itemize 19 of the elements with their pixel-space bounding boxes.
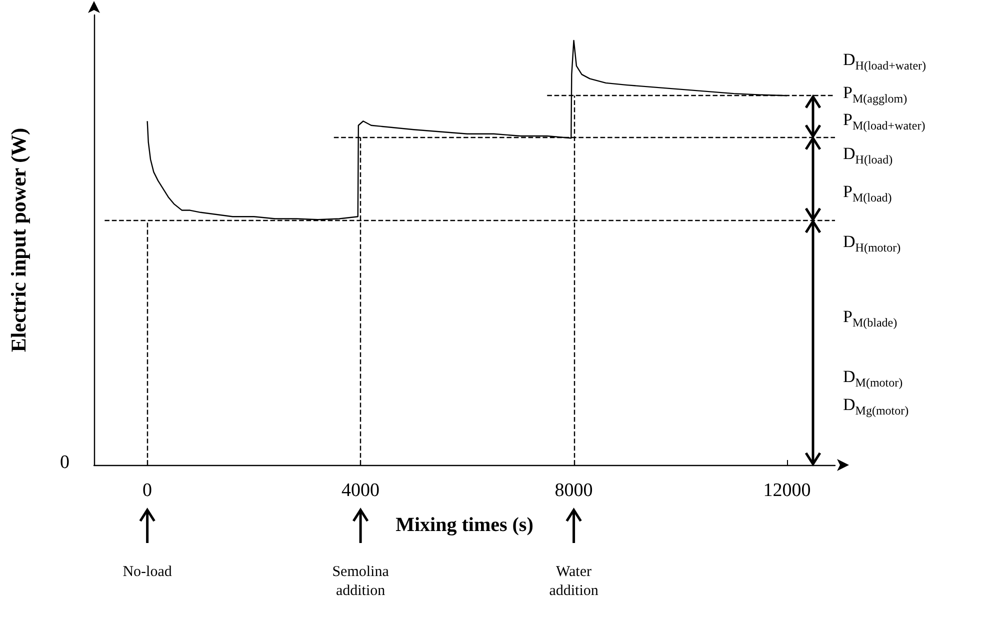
x-tick-label: 0 <box>142 480 152 501</box>
text: D$_{H(load+water)}$ <box>843 50 926 72</box>
x-axis-title: Mixing times (s) <box>396 514 534 536</box>
text: Water addition <box>549 563 598 600</box>
text: D$_{M(motor)}$ <box>843 367 903 390</box>
y-axis-title: Electric input power (W) <box>6 128 30 352</box>
text: Semolina addition <box>332 563 389 600</box>
text: P$_{M(agglom)}$ <box>843 82 908 106</box>
text: D$_{H(motor)}$ <box>843 232 901 254</box>
text: D$_{H(load)}$ <box>843 144 893 167</box>
text: 0 <box>60 452 70 473</box>
text: D$_{Mg(motor)}$ <box>843 395 909 418</box>
text: P$_{M(load+water)}$ <box>843 110 926 133</box>
text: No-load <box>122 563 172 582</box>
text: P$_{M(blade)}$ <box>843 307 898 330</box>
x-tick-label: 12000 <box>763 480 811 501</box>
text: P$_{M(load)}$ <box>843 182 892 205</box>
x-tick-label: 4000 <box>342 480 380 501</box>
x-tick-label: 8000 <box>554 480 593 501</box>
